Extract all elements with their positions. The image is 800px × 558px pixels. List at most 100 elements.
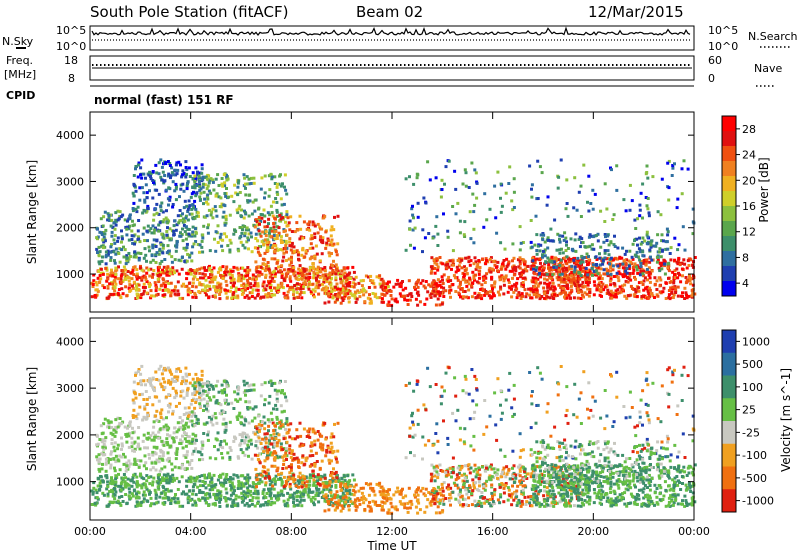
power-cell	[662, 259, 665, 262]
power-cell	[320, 228, 323, 231]
power-cell	[349, 277, 352, 280]
power-cell	[330, 229, 333, 232]
power-cell	[276, 287, 279, 290]
power-cell	[276, 234, 279, 237]
power-cell	[296, 296, 299, 299]
power-cell	[223, 181, 226, 184]
power-cell	[114, 262, 117, 265]
power-cell	[641, 237, 644, 240]
power-cell	[286, 234, 289, 237]
power-cell	[311, 262, 314, 265]
power-cell	[200, 172, 203, 175]
power-cell	[123, 266, 126, 269]
velocity-cell	[273, 494, 276, 497]
power-cell	[222, 265, 225, 268]
velocity-cell	[150, 497, 153, 500]
power-colorbar-segment	[722, 116, 736, 132]
power-cell	[570, 237, 573, 240]
power-cell	[599, 294, 602, 297]
power-cell	[289, 278, 292, 281]
nsky-trace	[92, 28, 692, 40]
velocity-cell	[222, 485, 225, 488]
power-cell	[508, 281, 511, 284]
velocity-cell	[100, 424, 103, 427]
power-cell	[430, 272, 433, 275]
velocity-cell	[153, 420, 156, 423]
power-cell	[370, 302, 373, 305]
velocity-cell	[235, 494, 238, 497]
power-cell	[195, 296, 198, 299]
power-cell	[426, 290, 429, 293]
power-cell	[270, 235, 273, 238]
velocity-cell	[212, 493, 215, 496]
power-cell	[145, 272, 148, 275]
velocity-cell	[318, 491, 321, 494]
velocity-cell	[157, 476, 160, 479]
velocity-cell	[189, 382, 192, 385]
velocity-cell	[299, 501, 302, 504]
power-cell	[552, 297, 555, 300]
velocity-cell	[176, 497, 179, 500]
power-cell	[502, 276, 505, 279]
power-cell	[200, 283, 203, 286]
power-cell	[123, 256, 126, 259]
power-cell	[550, 260, 553, 263]
power-cell	[499, 241, 502, 244]
power-cell	[247, 247, 250, 250]
power-cell	[406, 294, 409, 297]
power-cell	[194, 166, 197, 169]
power-cell	[515, 287, 518, 290]
power-cell	[300, 296, 303, 299]
velocity-cell	[238, 496, 241, 499]
power-cell	[232, 233, 235, 236]
power-cell	[386, 303, 389, 306]
velocity-cell	[205, 486, 208, 489]
power-cell	[239, 226, 242, 229]
power-cell	[184, 200, 187, 203]
power-cell	[299, 269, 302, 272]
velocity-cell	[193, 407, 196, 410]
power-cell	[210, 177, 213, 180]
power-cell	[277, 266, 280, 269]
power-cell	[473, 262, 476, 265]
velocity-cell	[125, 464, 128, 467]
power-cell	[607, 291, 610, 294]
power-cell	[411, 214, 414, 217]
power-cell	[585, 267, 588, 270]
velocity-cell	[134, 374, 137, 377]
power-cell	[613, 275, 616, 278]
power-cell	[669, 281, 672, 284]
velocity-cell	[127, 459, 130, 462]
power-cell	[216, 173, 219, 176]
power-cell	[563, 231, 566, 234]
power-cell	[202, 225, 205, 228]
velocity-cell	[182, 425, 185, 428]
power-cell	[276, 186, 279, 189]
velocity-cell	[120, 422, 123, 425]
power-cell	[287, 271, 290, 274]
power-cell	[204, 269, 207, 272]
power-cell	[168, 250, 171, 253]
power-cell	[500, 211, 503, 214]
power-cell	[403, 298, 406, 301]
power-cell	[588, 281, 591, 284]
power-cell	[267, 261, 270, 264]
power-cell	[407, 303, 410, 306]
velocity-cell	[182, 446, 185, 449]
velocity-cell	[135, 492, 138, 495]
power-cell	[521, 292, 524, 295]
power-cell	[308, 288, 311, 291]
power-cell	[667, 277, 670, 280]
power-cell	[282, 256, 285, 259]
power-cell	[666, 266, 669, 269]
power-cell	[639, 265, 642, 268]
power-cell	[111, 283, 114, 286]
power-cell	[516, 294, 519, 297]
power-cell	[267, 292, 270, 295]
power-cell	[445, 165, 448, 168]
velocity-cell	[149, 434, 152, 437]
velocity-cell	[128, 422, 131, 425]
power-cell	[601, 263, 604, 266]
power-cell	[194, 227, 197, 230]
